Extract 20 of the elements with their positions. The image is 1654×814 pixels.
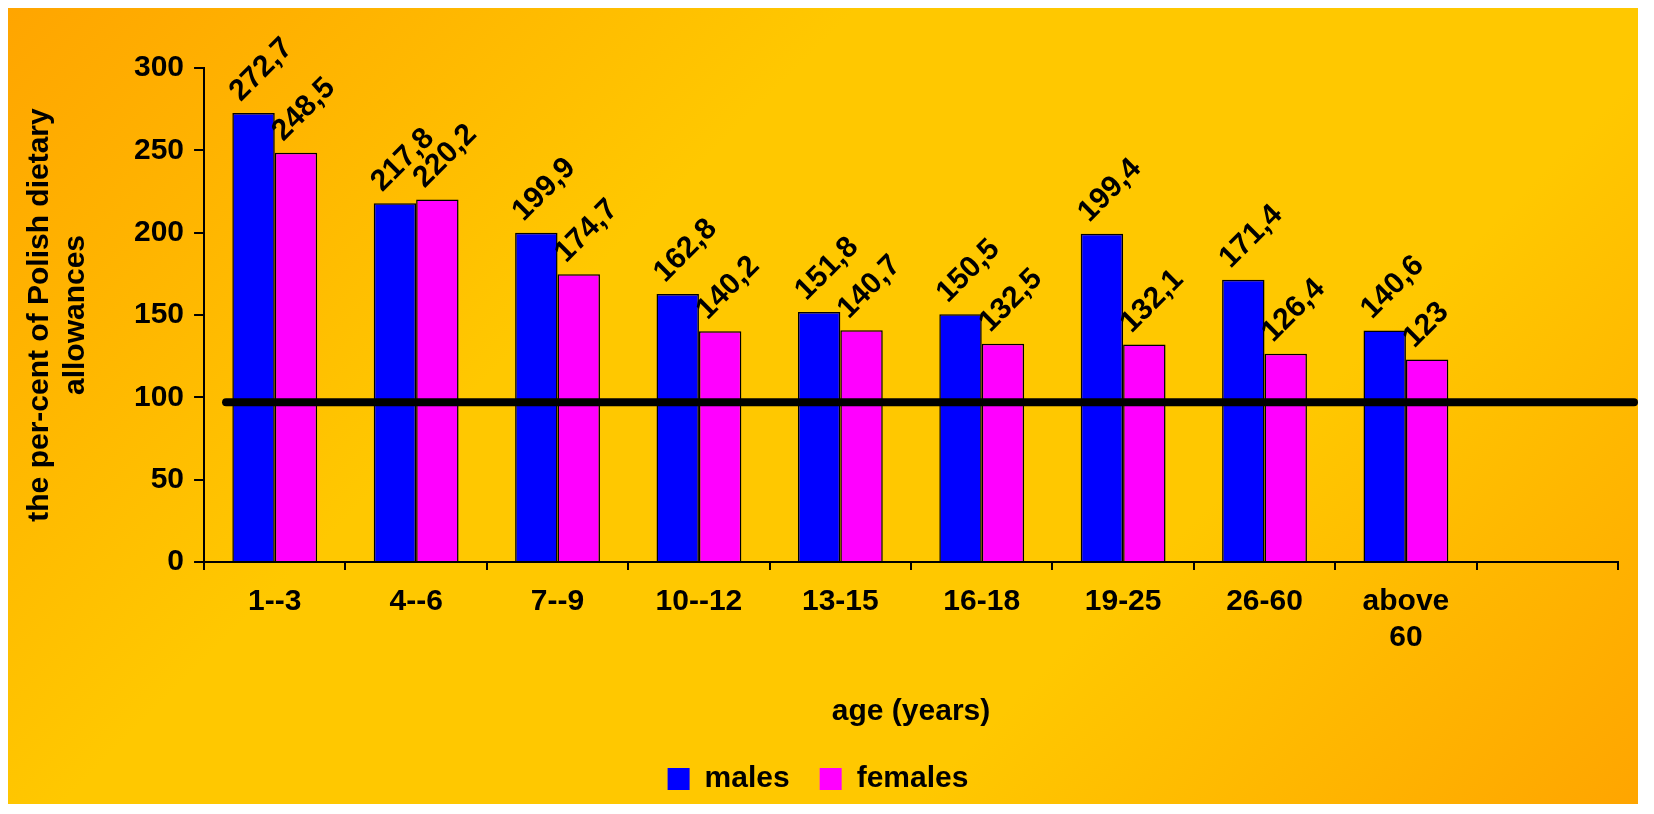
x-axis-title: age (years) <box>831 693 991 727</box>
x-tick-label: 7--9 <box>530 583 585 617</box>
legend-label: females <box>856 760 969 794</box>
x-tick-label: 19-25 <box>1084 583 1162 617</box>
y-tick-label: 250 <box>133 131 185 165</box>
x-tick-label: 4--6 <box>389 583 443 617</box>
x-tick-label: 26-60 <box>1226 583 1303 617</box>
x-tick-label: above 60 <box>1362 583 1450 653</box>
y-tick-label: 0 <box>167 543 185 577</box>
y-tick-label: 200 <box>133 213 185 247</box>
y-axis-title: the per-cent of Polish dietary allowances <box>21 107 91 522</box>
y-tick-label: 100 <box>133 378 185 412</box>
y-tick-label: 50 <box>150 460 185 494</box>
x-tick-label: 1--3 <box>248 583 302 617</box>
y-tick-label: 300 <box>133 49 185 83</box>
x-tick-label: 13-15 <box>801 583 879 617</box>
legend-label: males <box>704 760 790 794</box>
x-tick-label: 16-18 <box>943 583 1021 617</box>
y-tick-label: 150 <box>133 296 185 330</box>
x-tick-label: 10--12 <box>655 583 743 617</box>
